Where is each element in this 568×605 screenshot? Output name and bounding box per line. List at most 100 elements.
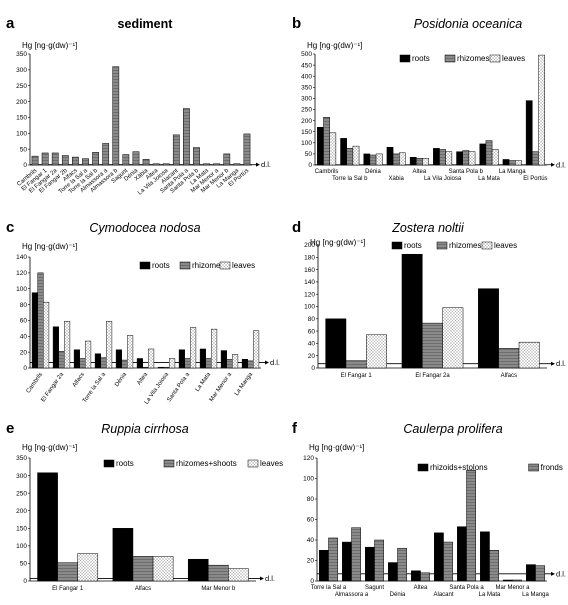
category-label: La Vila Joiosa — [424, 176, 462, 182]
detection-limit-arrow — [260, 576, 264, 581]
bar — [456, 151, 463, 166]
category-label: El Fangar 2a — [415, 373, 450, 379]
legend-swatch — [163, 459, 175, 468]
bar — [223, 153, 231, 166]
panel-title: sediment — [118, 17, 174, 31]
bar — [480, 531, 490, 582]
bar — [351, 527, 361, 582]
bar — [58, 351, 65, 369]
legend-swatch — [436, 241, 448, 250]
legend-label: rhizoids+stolons — [430, 463, 488, 472]
bar — [142, 159, 150, 166]
legend-swatch — [219, 261, 231, 270]
bar — [433, 148, 440, 166]
bar — [79, 358, 86, 369]
bar — [127, 335, 134, 369]
y-axis-label: Hg [ng·g(dw)⁻¹] — [309, 443, 364, 452]
bar — [94, 353, 101, 369]
bar — [352, 145, 360, 166]
y-tick-label: 60 — [307, 517, 315, 524]
y-axis-label: Hg [ng·g(dw)⁻¹] — [22, 242, 77, 251]
bar — [43, 301, 50, 369]
y-tick-label: 450 — [301, 62, 312, 69]
detection-limit-arrow — [551, 361, 555, 366]
bar — [445, 151, 453, 166]
panel-title: Caulerpa prolifera — [403, 422, 502, 436]
bar — [328, 537, 338, 582]
bar — [329, 132, 337, 166]
y-tick-label: 50 — [20, 561, 28, 568]
bar — [102, 143, 110, 166]
category-label: Sagunt — [365, 585, 384, 591]
bar — [462, 150, 470, 166]
bar — [132, 151, 140, 166]
bar — [152, 556, 174, 582]
bar — [457, 526, 467, 582]
legend-label: roots — [116, 459, 134, 468]
detection-limit-arrow — [265, 360, 269, 365]
bar — [340, 138, 347, 166]
y-tick-label: 250 — [16, 83, 27, 90]
y-tick-label: 120 — [16, 270, 27, 277]
category-label: Alfacs — [501, 373, 517, 379]
bar — [317, 127, 324, 166]
bar — [190, 327, 197, 369]
legend-label: leaves — [232, 261, 255, 270]
y-tick-label: 250 — [301, 107, 312, 114]
category-label: Alacant — [433, 592, 453, 598]
y-tick-label: 100 — [303, 476, 314, 483]
category-label: El Portús — [523, 176, 547, 182]
bar — [203, 163, 210, 166]
bar — [518, 341, 540, 369]
bar — [468, 151, 476, 166]
y-tick-label: 120 — [304, 291, 315, 298]
bar — [243, 133, 251, 166]
category-label: Dénia — [390, 592, 406, 598]
legend-swatch — [247, 459, 259, 468]
panel-letter: a — [6, 15, 15, 32]
category-label: Altea — [413, 169, 427, 175]
panel-title: Zostera noltii — [391, 221, 465, 235]
legend-swatch — [489, 54, 501, 63]
panel-a: a sediment Hg [ng·g(dw)⁻¹] 0 50 100 150 200 250 3… — [6, 15, 271, 196]
detection-limit-label: d.l. — [270, 358, 280, 367]
y-tick-label: 20 — [308, 353, 316, 360]
bar — [532, 151, 539, 166]
y-tick-label: 200 — [16, 99, 27, 106]
bar — [422, 322, 443, 369]
bar — [442, 307, 464, 369]
bar — [411, 570, 421, 582]
bar — [363, 153, 371, 166]
bar — [184, 358, 191, 369]
bar — [538, 54, 545, 166]
y-tick-label: 80 — [307, 496, 315, 503]
bar — [61, 155, 69, 166]
detection-limit-label: d.l. — [556, 569, 566, 578]
bar — [52, 326, 59, 369]
bar — [31, 292, 38, 369]
bar — [439, 149, 446, 166]
bar — [535, 565, 545, 582]
bar — [325, 318, 347, 369]
bar — [342, 541, 352, 582]
y-tick-label: 100 — [16, 286, 27, 293]
y-tick-label: 150 — [16, 525, 27, 532]
category-label: Almassora a — [335, 592, 369, 598]
y-tick-label: 200 — [16, 508, 27, 515]
bar — [253, 330, 260, 369]
panel-f: f Caulerpa prolifera Hg [ng·g(dw)⁻¹] 0 20 40 6… — [292, 420, 566, 598]
bar — [115, 349, 122, 369]
y-axis-label: Hg [ng·g(dw)⁻¹] — [310, 238, 365, 247]
category-label: Mar Menor a — [495, 585, 530, 591]
y-tick-label: 100 — [16, 543, 27, 550]
bar — [323, 117, 330, 166]
bar — [226, 359, 233, 369]
bar — [37, 272, 44, 369]
y-tick-label: 50 — [305, 151, 313, 158]
y-tick-label: 100 — [304, 304, 315, 311]
bar — [388, 562, 398, 582]
legend-label: roots — [152, 261, 170, 270]
bar — [72, 156, 79, 166]
y-tick-label: 300 — [16, 67, 27, 74]
legend-swatch — [139, 261, 151, 270]
